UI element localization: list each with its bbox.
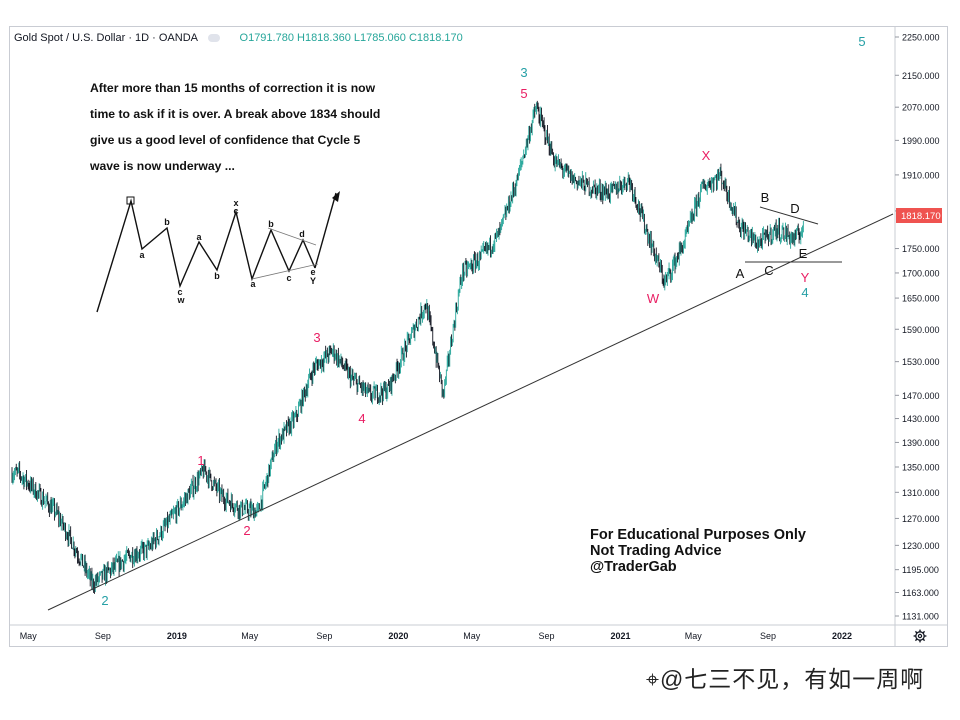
- wave-label-3: 3: [313, 330, 320, 345]
- triangle-resistance-line: [759, 206, 819, 225]
- wave-label-C: C: [764, 263, 773, 278]
- schematic-label-b: b: [268, 219, 274, 229]
- y-tick-label: 2070.000: [902, 103, 940, 113]
- y-tick-label: 1430.000: [902, 414, 940, 424]
- wave-label-E: E: [799, 246, 808, 261]
- commentary-line-2: time to ask if it is over. A break above…: [90, 107, 381, 121]
- schematic-label-d: d: [299, 229, 305, 239]
- schematic-start-marker: [126, 196, 135, 205]
- y-tick-label: 1195.000: [902, 565, 939, 575]
- y-tick-label: 1470.000: [902, 391, 940, 401]
- y-tick-label: 1310.000: [902, 488, 940, 498]
- y-tick-label: 1350.000: [902, 463, 940, 473]
- x-tick-label: 2020: [388, 631, 408, 641]
- x-tick-label: May: [241, 631, 259, 641]
- x-tick-label: Sep: [538, 631, 554, 641]
- y-tick-label: 1390.000: [902, 438, 940, 448]
- y-tick-label: 1910.000: [902, 170, 940, 180]
- y-tick-label: 1650.000: [902, 294, 940, 304]
- x-tick-label: May: [685, 631, 703, 641]
- y-tick-label: 1750.000: [902, 244, 940, 254]
- wave-label-A: A: [736, 266, 745, 281]
- schematic-label-b: b: [214, 271, 220, 281]
- candles: [11, 100, 804, 594]
- schematic-triangle-bottom: [251, 263, 319, 280]
- settings-gear-icon[interactable]: [913, 629, 927, 643]
- wave-label-Y: Y: [801, 270, 810, 285]
- x-tick-label: Sep: [95, 631, 111, 641]
- last-price-tag: [896, 208, 942, 223]
- schematic-label-c: c: [286, 273, 291, 283]
- y-tick-label: 1700.000: [902, 268, 940, 278]
- wave-label-X: X: [702, 148, 711, 163]
- commentary-line-1: After more than 15 months of correction …: [90, 81, 376, 95]
- y-tick-label: 1163.000: [902, 588, 939, 598]
- long-term-trendline: [47, 213, 894, 611]
- y-tick-label: 2150.000: [902, 71, 940, 81]
- chart-frame: [9, 26, 948, 647]
- wave-label-4: 4: [801, 285, 808, 300]
- x-tick-label: Sep: [760, 631, 776, 641]
- schematic-label-b: b: [164, 217, 170, 227]
- wave-label-2: 2: [243, 523, 250, 538]
- x-tick-label: 2022: [832, 631, 852, 641]
- y-tick-label: 1131.000: [902, 612, 939, 622]
- y-tick-label: 1530.000: [902, 357, 940, 367]
- chart-header: Gold Spot / U.S. Dollar · 1D · OANDA O17…: [14, 32, 463, 44]
- y-tick-label: 1590.000: [902, 325, 940, 335]
- y-tick-label: 1270.000: [902, 514, 940, 524]
- schematic-breakout-arrow: [314, 192, 337, 269]
- x-tick-label: 2021: [610, 631, 630, 641]
- schematic-triangle-top: [267, 227, 317, 246]
- schematic-label-c: c: [177, 287, 182, 297]
- x-tick-label: 2019: [167, 631, 187, 641]
- schematic-label-c: c: [233, 206, 238, 216]
- wave-label-1: 1: [197, 453, 204, 468]
- schematic-label-a: a: [139, 250, 145, 260]
- commentary-line-3: give us a good level of confidence that …: [90, 133, 361, 147]
- wave-label-W: W: [647, 291, 660, 306]
- wave-label-B: B: [761, 190, 770, 205]
- schematic-label-Y: Y: [310, 276, 316, 286]
- schematic-label-x: x: [233, 198, 238, 208]
- schematic-wave-path: [96, 198, 316, 313]
- x-tick-label: May: [20, 631, 38, 641]
- wave-label-5: 5: [858, 34, 865, 49]
- last-price-label: 1818.170: [901, 211, 941, 222]
- schematic-arrowhead: [332, 191, 340, 202]
- schematic-label-w: w: [176, 295, 185, 305]
- symbol-title: Gold Spot / U.S. Dollar · 1D · OANDA: [14, 32, 198, 44]
- schematic-label-a: a: [196, 232, 202, 242]
- schematic-label-a: a: [250, 279, 256, 289]
- disclaimer: For Educational Purposes Only Not Tradin…: [590, 527, 806, 575]
- y-tick-label: 1990.000: [902, 136, 940, 146]
- commentary-text: After more than 15 months of correction …: [90, 75, 420, 179]
- watermark-text: ⌖@七三不见，有如一周啊: [646, 666, 925, 692]
- disclaimer-line-2: Not Trading Advice: [590, 543, 722, 559]
- disclaimer-line-1: For Educational Purposes Only: [590, 527, 806, 543]
- ohlc-values: O1791.780 H1818.360 L1785.060 C1818.170: [239, 32, 463, 44]
- y-tick-label: 1230.000: [902, 541, 940, 551]
- y-tick-label: 2250.000: [902, 33, 940, 43]
- commentary-line-4: wave is now underway ...: [90, 159, 235, 173]
- wave-label-4: 4: [358, 411, 365, 426]
- wave-label-5: 5: [520, 86, 527, 101]
- x-tick-label: Sep: [316, 631, 332, 641]
- visibility-toggle-icon[interactable]: [208, 34, 221, 43]
- wave-schematic-inset: [96, 191, 340, 313]
- wave-label-3: 3: [520, 65, 527, 80]
- x-tick-label: May: [463, 631, 481, 641]
- schematic-label-e: e: [310, 267, 315, 277]
- disclaimer-line-3: @TraderGab: [590, 559, 677, 575]
- wave-label-2: 2: [101, 593, 108, 608]
- wave-label-D: D: [790, 201, 799, 216]
